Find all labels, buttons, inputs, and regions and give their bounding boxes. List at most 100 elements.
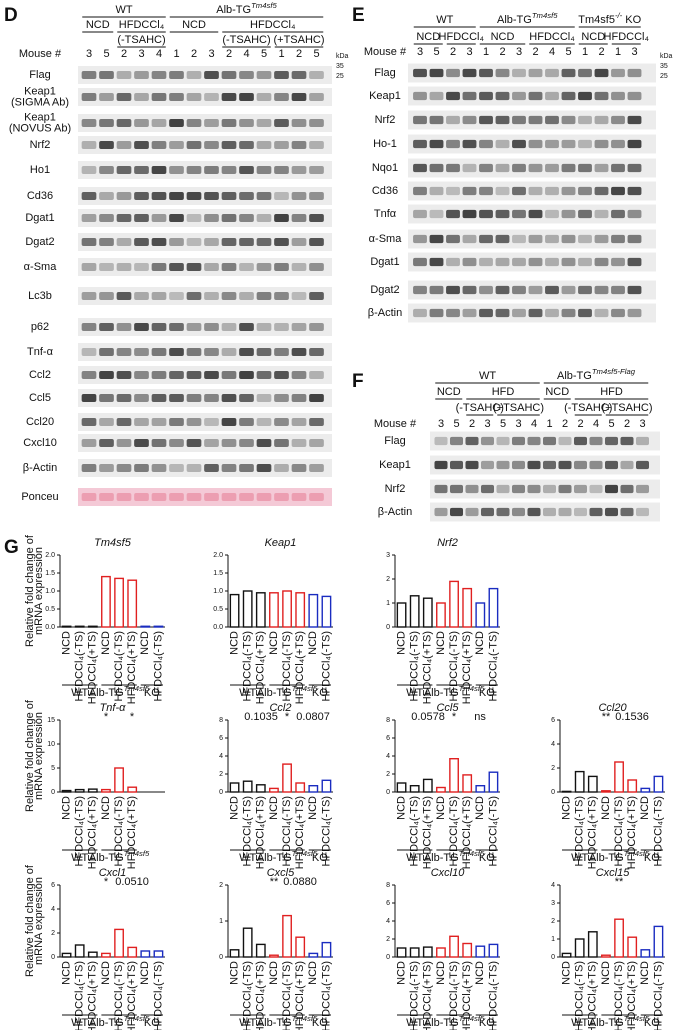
blot-band — [528, 115, 543, 125]
bar — [269, 592, 279, 628]
x-tick-label: NCD — [139, 961, 151, 985]
group-label: KO — [312, 687, 328, 699]
blot-band — [527, 484, 541, 494]
blot-band — [204, 464, 219, 472]
bar — [409, 785, 420, 793]
blot-band — [221, 439, 237, 447]
blot-band — [462, 257, 477, 267]
significance-label: * — [104, 876, 109, 888]
blot-band — [604, 507, 619, 517]
bar — [101, 952, 111, 958]
superscript: Tm4sf5 — [251, 1, 277, 10]
x-tick-label: HFDCCl₄(+TS) — [422, 631, 434, 704]
blot-band — [99, 292, 114, 300]
blot-band — [635, 484, 650, 494]
x-tick-label: NCD — [639, 796, 651, 820]
blot-band — [429, 257, 444, 267]
blot-band — [151, 292, 167, 300]
superscript: Tm4sf5 — [292, 1014, 318, 1023]
blot-label: Tnfα — [374, 208, 397, 220]
bar — [74, 788, 85, 793]
blot-band — [611, 68, 625, 78]
blot-band — [274, 263, 289, 271]
blot-band — [291, 394, 307, 402]
blot-band — [627, 115, 642, 125]
blot-band — [561, 285, 576, 295]
group-label: Alb-TGTm4sf5 — [497, 11, 558, 26]
x-tick-label: HFDCCl₄(-TS) — [113, 796, 125, 866]
kda-label: 35 — [660, 63, 668, 70]
blot-band — [134, 439, 149, 447]
bar — [153, 625, 164, 628]
mouse-number: 5 — [313, 48, 319, 60]
blot-band — [511, 460, 526, 470]
y-tick-label: 0 — [386, 789, 390, 796]
mouse-number: 3 — [138, 48, 144, 60]
blot-band — [291, 439, 307, 447]
blot-label: Nrf2 — [385, 483, 406, 495]
blot-band — [256, 394, 272, 402]
blot-band — [512, 163, 526, 173]
blot-band — [495, 285, 510, 295]
blot-label: Dgat2 — [25, 236, 54, 248]
group-label: WT — [71, 852, 88, 864]
blot-membrane — [408, 280, 656, 300]
x-tick-label: NCD — [600, 961, 612, 985]
group-label: WT — [571, 1017, 588, 1029]
y-tick-label: 0 — [551, 954, 555, 961]
blot-band — [99, 439, 114, 447]
blot-band — [512, 139, 526, 149]
blot-band — [309, 348, 324, 356]
x-tick-label: HFDCCl₄(-TS) — [320, 961, 332, 1030]
chart-title: Cxcl1 — [99, 867, 127, 879]
label-part: WT — [239, 852, 256, 864]
blot-band — [594, 285, 609, 295]
mouse-number: 5 — [453, 418, 459, 430]
blot-band — [239, 141, 254, 149]
y-tick-label: 0.0 — [45, 624, 55, 631]
label-part: WT — [571, 1017, 588, 1029]
y-tick-label: 2 — [219, 771, 223, 778]
x-tick-label: HFDCCl₄(+TS) — [255, 631, 267, 704]
blot-band — [495, 139, 510, 149]
bar — [409, 947, 420, 958]
blot-band — [309, 464, 324, 472]
blot-band — [480, 460, 495, 470]
blot-membrane — [430, 502, 660, 522]
group-label: KO — [312, 1017, 328, 1029]
label-part: KO — [644, 1017, 660, 1029]
blot-band — [291, 348, 307, 356]
label-part: Alb-TG — [257, 852, 292, 864]
blot-band — [151, 323, 167, 331]
blot-band — [578, 209, 592, 219]
blot-band — [627, 234, 642, 244]
blot-band — [256, 292, 272, 300]
bar — [640, 787, 651, 793]
blot-band — [446, 91, 460, 101]
kda-label: 35 — [336, 63, 344, 70]
blot-band — [204, 323, 219, 331]
blot-band — [81, 93, 97, 101]
bar — [396, 602, 407, 628]
bar — [114, 928, 124, 958]
blot-band — [116, 192, 132, 200]
bar — [614, 761, 624, 793]
group-label: KO — [479, 687, 495, 699]
group-label: Alb-TGTm4sf5 — [216, 1, 277, 16]
x-tick-label: HFDCCl₄(-TS) — [487, 961, 499, 1030]
blot-membrane — [78, 233, 332, 251]
group-label: Alb-TGTm4sf5 — [589, 849, 650, 864]
significance-label: * — [285, 711, 290, 723]
blot-band — [528, 68, 543, 78]
blot-band — [495, 68, 510, 78]
blot-band — [611, 139, 625, 149]
y-tick-label: 0 — [51, 954, 55, 961]
blot-band — [81, 464, 97, 472]
bar — [295, 782, 306, 793]
x-tick-label: HFDCCl₄(+TS) — [422, 796, 434, 869]
blot-membrane — [408, 134, 656, 154]
blot-band — [274, 192, 289, 200]
label-part: KO — [479, 852, 495, 864]
blot-label: Nqo1 — [372, 162, 398, 174]
blot-band — [274, 418, 289, 426]
